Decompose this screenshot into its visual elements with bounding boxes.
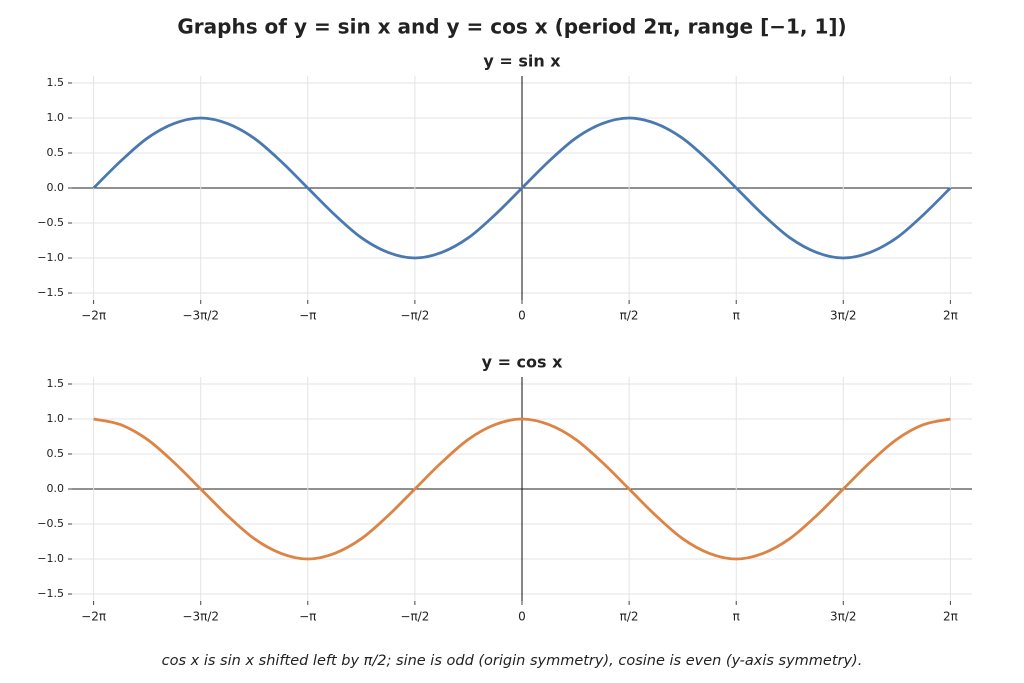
x-tick-label: −π/2 <box>400 309 429 323</box>
x-tick-label: −π <box>299 309 316 323</box>
y-tick-label: 0.0 <box>47 482 65 495</box>
line <box>92 116 952 260</box>
x-tick-label: −3π/2 <box>182 309 219 323</box>
x-tick-label: −π/2 <box>400 610 429 624</box>
x-tick-label: π/2 <box>620 309 639 323</box>
x-tick-label: −π <box>299 610 316 624</box>
y-tick-label: 1.5 <box>47 76 65 89</box>
x-tick-label: π/2 <box>620 610 639 624</box>
y-tick-label: 0.5 <box>47 447 65 460</box>
y-tick-label: −0.5 <box>37 517 64 530</box>
x-tick-label: −2π <box>81 610 106 624</box>
y-tick-label: −0.5 <box>37 216 64 229</box>
y-tick-label: 1.0 <box>47 412 65 425</box>
y-tick-label: 1.0 <box>47 111 65 124</box>
subplot-title: y = sin x <box>483 52 561 71</box>
line <box>93 417 951 561</box>
x-tick-label: −3π/2 <box>182 610 219 624</box>
x-tick-label: 0 <box>518 610 526 624</box>
x-tick-label: 3π/2 <box>830 309 857 323</box>
y-tick-label: 0.0 <box>47 181 65 194</box>
y-tick-label: 0.5 <box>47 146 65 159</box>
x-tick-label: 2π <box>943 309 958 323</box>
x-tick-label: 2π <box>943 610 958 624</box>
y-tick-label: −1.5 <box>37 286 64 299</box>
x-tick-label: 0 <box>518 309 526 323</box>
y-tick-label: −1.0 <box>37 552 64 565</box>
figure-title: Graphs of y = sin x and y = cos x (perio… <box>177 15 846 39</box>
x-tick-label: −2π <box>81 309 106 323</box>
caption: cos x is sin x shifted left by π/2; sine… <box>162 653 863 669</box>
y-tick-label: 1.5 <box>47 377 65 390</box>
y-tick-label: −1.0 <box>37 251 64 264</box>
x-tick-label: π <box>733 309 740 323</box>
x-tick-label: π <box>733 610 740 624</box>
subplot-title: y = cos x <box>482 353 564 372</box>
x-tick-label: 3π/2 <box>830 610 857 624</box>
y-tick-label: −1.5 <box>37 587 64 600</box>
